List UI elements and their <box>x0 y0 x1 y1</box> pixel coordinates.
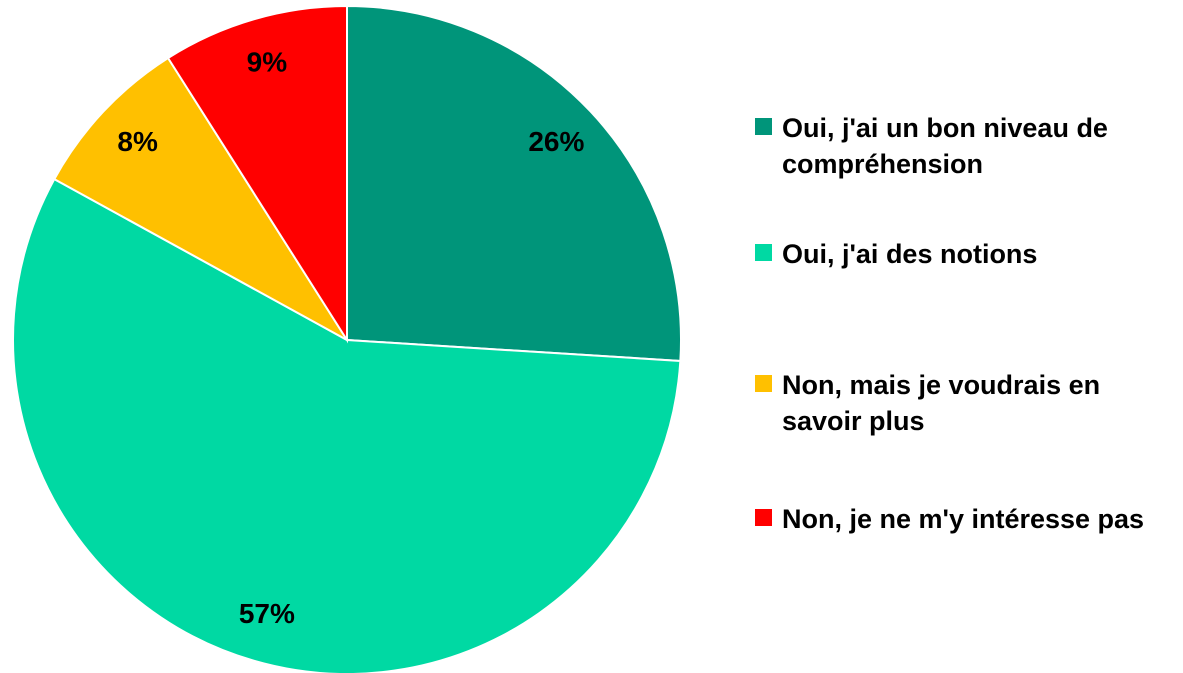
legend-swatch <box>755 118 772 135</box>
legend-label: Non, mais je voudrais en savoir plus <box>782 370 1101 436</box>
legend-swatch <box>755 509 772 526</box>
legend-label: Oui, j'ai un bon niveau de compréhension <box>782 113 1108 179</box>
legend-label: Non, je ne m'y intéresse pas <box>782 504 1145 534</box>
data-label: 9% <box>247 47 288 78</box>
pie-slice <box>12 177 682 673</box>
legend-item: Non, mais je voudrais en savoir plus <box>755 367 1183 439</box>
legend-swatch <box>755 375 772 392</box>
data-label: 8% <box>117 126 158 157</box>
legend-item: Non, je ne m'y intéresse pas <box>755 501 1183 537</box>
pie-slice <box>346 4 682 363</box>
pie-slice <box>166 4 348 344</box>
legend-item: Oui, j'ai un bon niveau de compréhension <box>755 110 1183 182</box>
pie-slice <box>52 56 348 341</box>
legend-item: Oui, j'ai des notions <box>755 236 1183 272</box>
chart: 26% 57% 8% 9% <box>12 4 682 673</box>
data-label: 57% <box>239 598 295 629</box>
legend-label: Oui, j'ai des notions <box>782 239 1038 269</box>
legend: Oui, j'ai un bon niveau de compréhension… <box>755 0 1183 673</box>
legend-swatch <box>755 244 772 261</box>
data-label: 26% <box>528 126 584 157</box>
